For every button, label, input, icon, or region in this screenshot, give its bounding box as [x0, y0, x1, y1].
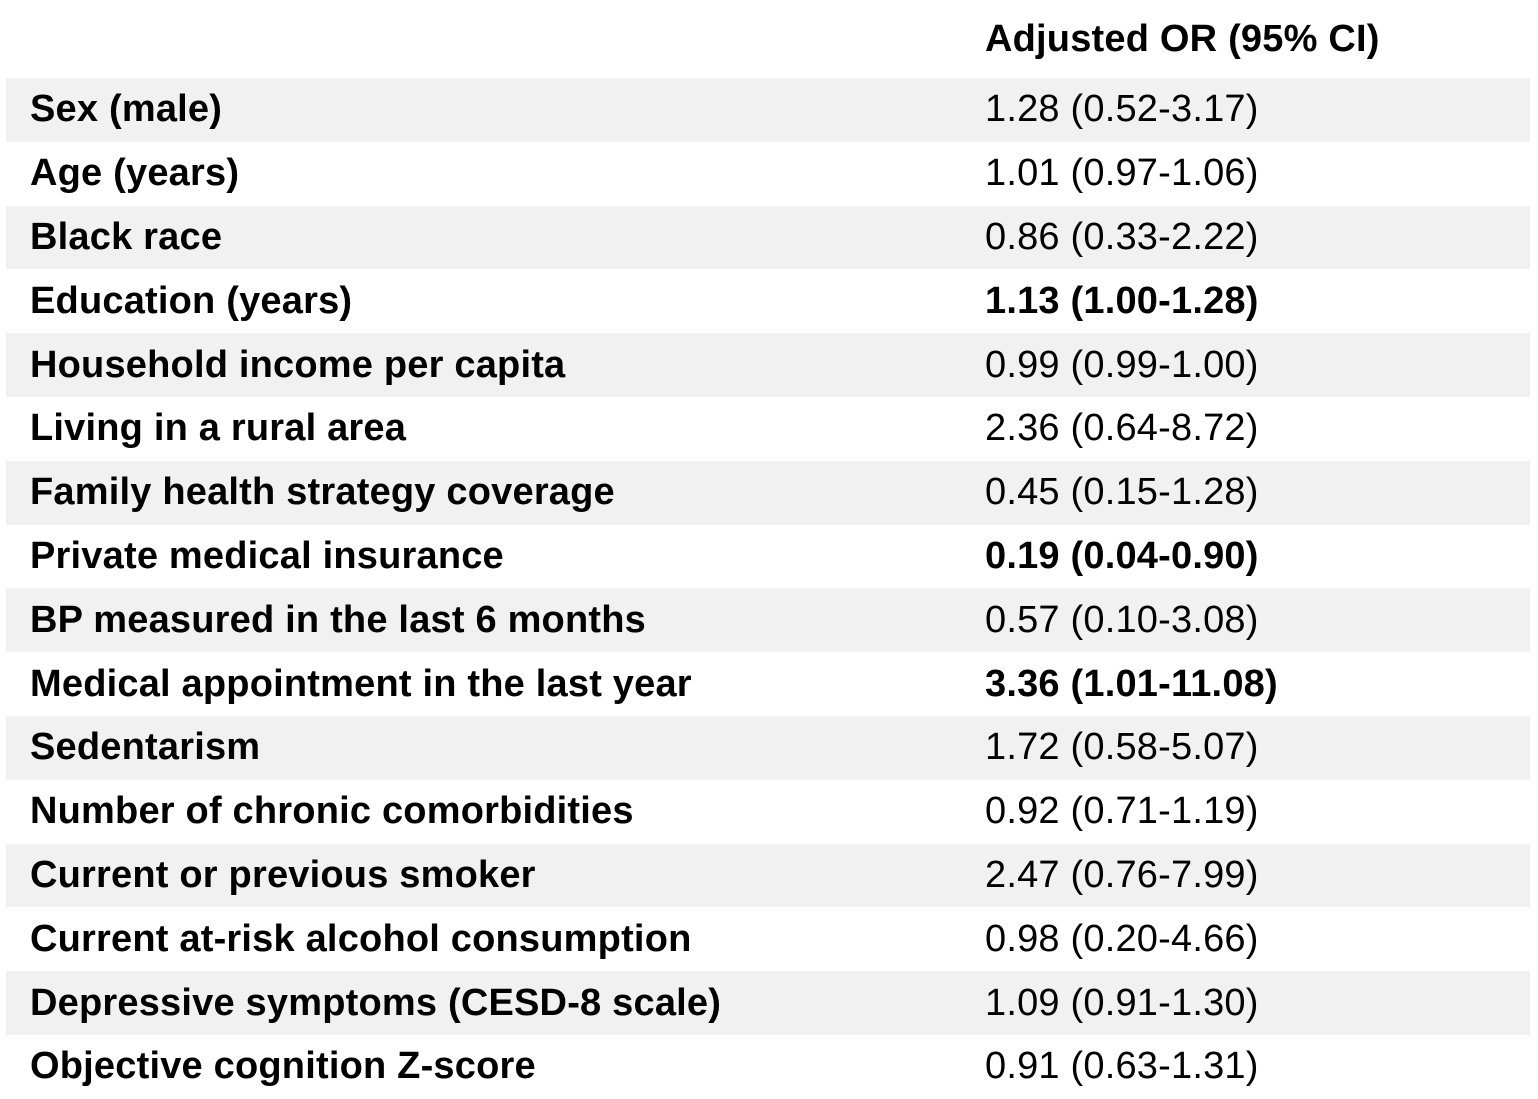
row-variable-label: Sex (male): [30, 88, 223, 131]
row-or-value: 3.36 (1.01-11.08): [985, 662, 1278, 705]
row-or-value: 1.13 (1.00-1.28): [985, 279, 1259, 322]
table-row: Medical appointment in the last year 3.36…: [6, 652, 1530, 716]
table-row: Living in a rural area 2.36 (0.64-8.72): [6, 396, 1530, 461]
row-variable-label: Education (years): [30, 279, 353, 322]
table-row: Sedentarism 1.72 (0.58-5.07): [6, 715, 1530, 780]
row-variable-label: Age (years): [30, 152, 240, 195]
row-variable-label: Sedentarism: [30, 726, 261, 769]
table-row: Age (years) 1.01 (0.97-1.06): [6, 141, 1530, 206]
row-variable-label: Black race: [30, 215, 223, 258]
row-or-value: 0.91 (0.63-1.31): [985, 1045, 1259, 1088]
table-row: Sex (male) 1.28 (0.52-3.17): [6, 78, 1530, 142]
table-row: Number of chronic comorbidities 0.92 (0.7…: [6, 779, 1530, 844]
row-variable-label: Current or previous smoker: [30, 853, 536, 896]
row-or-value: 1.09 (0.91-1.30): [985, 981, 1259, 1024]
table-row: Current at-risk alcohol consumption 0.98 …: [6, 907, 1530, 972]
row-or-value: 1.28 (0.52-3.17): [985, 88, 1259, 131]
table-row: Private medical insurance 0.19 (0.04-0.90…: [6, 524, 1530, 589]
row-variable-label: Objective cognition Z-score: [30, 1045, 536, 1088]
row-or-value: 0.99 (0.99-1.00): [985, 343, 1259, 386]
row-or-value: 0.92 (0.71-1.19): [985, 790, 1259, 833]
row-variable-label: Depressive symptoms (CESD-8 scale): [30, 981, 722, 1024]
row-or-value: 0.98 (0.20-4.66): [985, 917, 1259, 960]
row-or-value: 2.47 (0.76-7.99): [985, 853, 1259, 896]
row-or-value: 0.86 (0.33-2.22): [985, 215, 1259, 258]
row-or-value: 0.57 (0.10-3.08): [985, 598, 1259, 641]
row-variable-label: Household income per capita: [30, 343, 566, 386]
table-row: Current or previous smoker 2.47 (0.76-7.9…: [6, 843, 1530, 908]
row-or-value: 1.01 (0.97-1.06): [985, 152, 1259, 195]
table-body: Sex (male) 1.28 (0.52-3.17) Age (years) 1.0…: [6, 78, 1530, 1099]
table-row: Depressive symptoms (CESD-8 scale) 1.09 (…: [6, 971, 1530, 1035]
row-or-value: 1.72 (0.58-5.07): [985, 726, 1259, 769]
table-row: Black race 0.86 (0.33-2.22): [6, 205, 1530, 270]
row-or-value: 2.36 (0.64-8.72): [985, 407, 1259, 450]
table-row: Education (years) 1.13 (1.00-1.28): [6, 269, 1530, 334]
table-row: Household income per capita 0.99 (0.99-1.…: [6, 333, 1530, 397]
row-variable-label: Medical appointment in the last year: [30, 662, 692, 705]
row-variable-label: Living in a rural area: [30, 407, 407, 450]
row-variable-label: Family health strategy coverage: [30, 471, 615, 514]
row-variable-label: Number of chronic comorbidities: [30, 790, 634, 833]
table-header-row: Adjusted OR (95% CI): [6, 0, 1530, 78]
table-row: BP measured in the last 6 months 0.57 (0.…: [6, 588, 1530, 653]
row-or-value: 0.45 (0.15-1.28): [985, 471, 1259, 514]
table-row: Objective cognition Z-score 0.91 (0.63-1.…: [6, 1034, 1530, 1099]
header-value-cell: Adjusted OR (95% CI): [985, 17, 1380, 60]
table-row: Family health strategy coverage 0.45 (0.1…: [6, 460, 1530, 525]
row-variable-label: Private medical insurance: [30, 534, 504, 577]
row-or-value: 0.19 (0.04-0.90): [985, 534, 1259, 577]
row-variable-label: Current at-risk alcohol consumption: [30, 917, 692, 960]
row-variable-label: BP measured in the last 6 months: [30, 598, 646, 641]
